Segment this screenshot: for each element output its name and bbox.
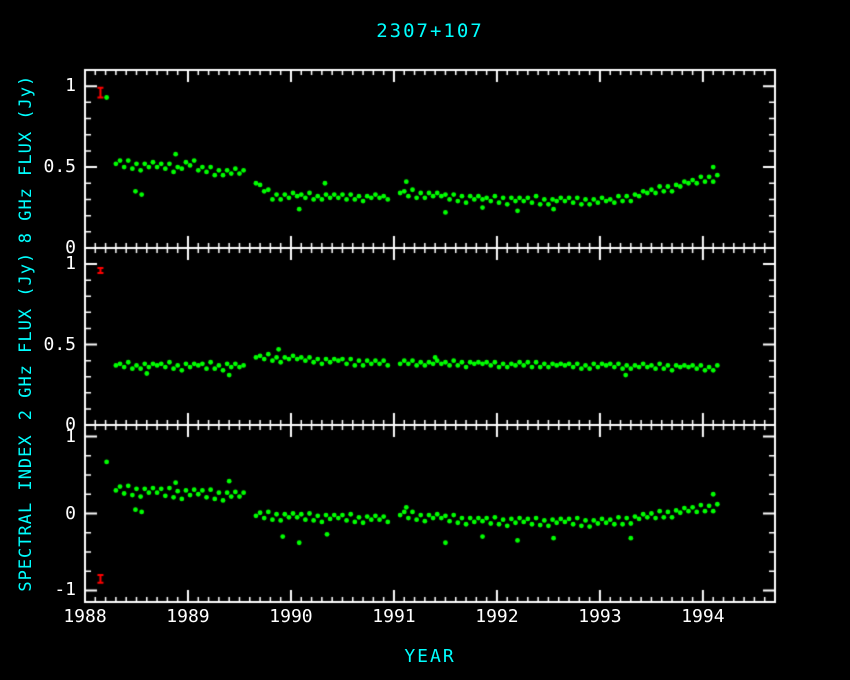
y-tick-label: -1 (54, 579, 76, 601)
x-tick-label: 1988 (63, 606, 107, 627)
x-tick-label: 1992 (475, 606, 519, 627)
y-tick-label: 0 (65, 502, 76, 524)
x-axis-label: YEAR (404, 646, 456, 667)
x-tick-label: 1993 (578, 606, 622, 627)
y-tick-label: 1 (65, 425, 76, 447)
x-tick-label: 1991 (372, 606, 416, 627)
y-tick-label: 0.5 (43, 333, 76, 355)
chart-title: 2307+107 (376, 20, 484, 42)
x-tick-label: 1989 (166, 606, 210, 627)
y-tick-label: 0.5 (43, 156, 76, 178)
x-tick-label: 1994 (681, 606, 725, 627)
x-tick-label: 1990 (269, 606, 313, 627)
y-tick-label: 0 (65, 237, 76, 258)
y-tick-label: 1 (65, 75, 76, 97)
y-tick-label: 1 (65, 253, 76, 275)
y-tick-label: 0 (65, 414, 76, 435)
